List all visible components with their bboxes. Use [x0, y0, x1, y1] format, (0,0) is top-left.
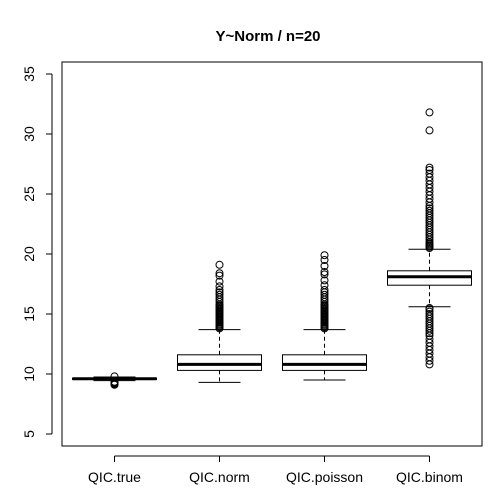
x-axis: QIC.true QIC.norm QIC.poisson QIC.binom — [88, 455, 463, 485]
x-tick-label: QIC.norm — [189, 469, 250, 485]
outlier-point — [215, 290, 224, 299]
chart-title: Y~Norm / n=20 — [215, 28, 320, 45]
x-tick-label: QIC.binom — [396, 469, 463, 485]
outlier-point — [320, 270, 329, 279]
y-tick-label: 30 — [21, 126, 37, 142]
iqr-box — [177, 354, 262, 371]
outlier-point — [320, 276, 329, 285]
outlier-point — [320, 262, 329, 270]
y-tick-label: 5 — [21, 430, 37, 438]
y-tick-label: 10 — [21, 366, 37, 382]
outlier-point — [425, 204, 434, 213]
y-tick-label: 35 — [21, 66, 37, 82]
outlier-point — [425, 304, 434, 312]
outlier-point — [320, 286, 329, 294]
outlier-point — [425, 163, 434, 172]
outlier-point — [320, 290, 329, 299]
outlier-point — [425, 310, 434, 318]
outlier-point — [425, 169, 434, 178]
outlier-point — [215, 277, 224, 286]
outlier-point — [110, 377, 119, 386]
y-tick-label: 25 — [21, 186, 37, 202]
outlier-point — [215, 288, 224, 297]
box-QIC.true — [72, 372, 157, 389]
box-QIC.binom — [387, 108, 472, 369]
outlier-point — [425, 206, 434, 215]
outlier-point — [215, 269, 224, 278]
outlier-point — [320, 281, 329, 290]
outlier-point — [215, 282, 224, 291]
outlier-point — [215, 271, 224, 280]
iqr-box — [282, 354, 367, 371]
boxes-layer — [72, 108, 472, 389]
outlier-point — [425, 335, 434, 344]
x-tick-label: QIC.true — [88, 469, 141, 485]
outlier-point — [425, 108, 434, 117]
x-tick-label: QIC.poisson — [286, 469, 363, 485]
outlier-point — [215, 286, 224, 294]
outlier-point — [320, 251, 329, 260]
outlier-point — [110, 372, 119, 381]
box-QIC.poisson — [282, 251, 367, 381]
outlier-point — [215, 260, 224, 269]
y-tick-label: 20 — [21, 246, 37, 262]
box-QIC.norm — [177, 260, 262, 383]
outlier-point — [425, 166, 434, 174]
plot-frame — [61, 61, 483, 447]
outlier-point — [320, 268, 329, 276]
outlier-point — [320, 256, 329, 264]
outlier-point — [425, 126, 434, 135]
outlier-point — [425, 307, 434, 316]
y-axis: 5 10 15 20 25 30 35 — [21, 66, 53, 438]
y-tick-label: 15 — [21, 306, 37, 322]
